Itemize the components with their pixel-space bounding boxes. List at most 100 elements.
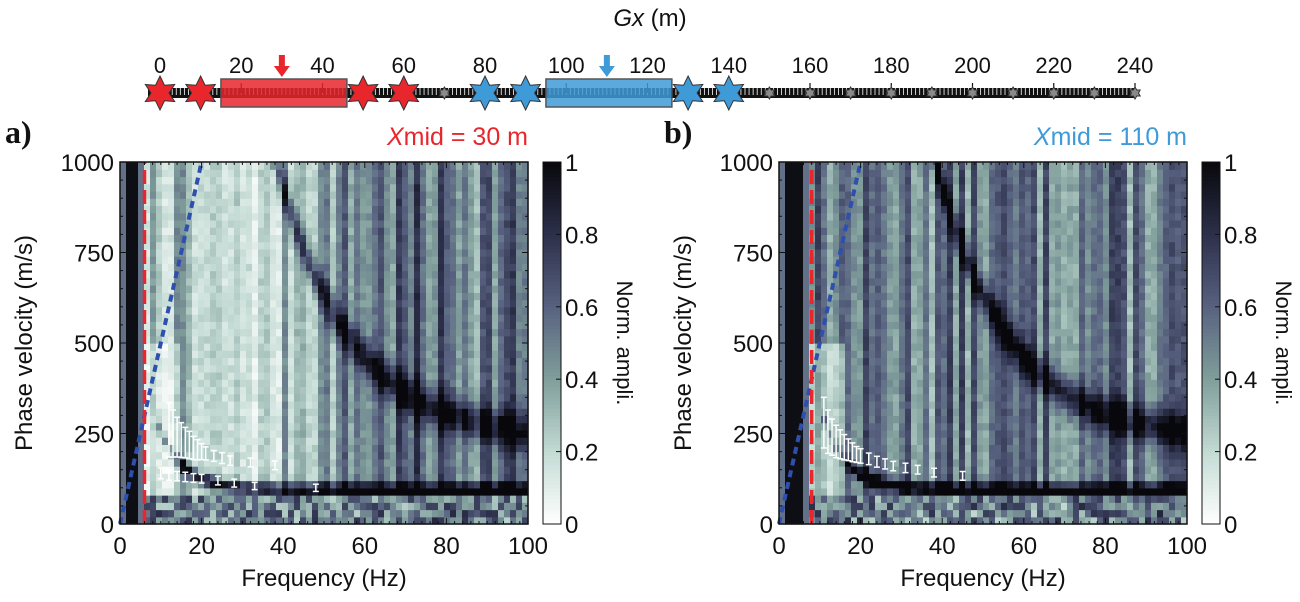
heatmap-cell	[462, 502, 469, 511]
heatmap-cell	[174, 205, 181, 214]
heatmap-cell	[504, 371, 511, 380]
heatmap-cell	[330, 429, 337, 438]
heatmap-cell	[821, 256, 828, 264]
heatmap-cell	[833, 263, 840, 272]
heatmap-cell	[156, 183, 163, 192]
heatmap-cell	[360, 198, 367, 207]
heatmap-cell	[150, 451, 157, 460]
heatmap-cell	[324, 212, 331, 221]
heatmap-cell	[797, 393, 804, 402]
heatmap-cell	[498, 422, 505, 431]
heatmap-cell	[821, 205, 828, 214]
heatmap-cell	[498, 162, 505, 170]
heatmap-cell	[803, 458, 810, 467]
heatmap-cell	[228, 219, 235, 228]
heatmap-cell	[839, 212, 846, 221]
heatmap-cell	[126, 429, 133, 438]
heatmap-cell	[444, 473, 451, 482]
heatmap-cell	[498, 495, 505, 503]
heatmap-cell	[510, 458, 517, 467]
heatmap-cell	[426, 437, 433, 445]
heatmap-cell	[492, 371, 499, 380]
heatmap-cell	[204, 212, 211, 221]
heatmap-cell	[288, 516, 295, 525]
heatmap-cell	[863, 241, 870, 250]
heatmap-cell	[462, 169, 469, 178]
heatmap-cell	[845, 299, 852, 308]
heatmap-cell	[408, 176, 415, 185]
heatmap-cell	[294, 198, 301, 207]
heatmap-cell	[444, 408, 451, 416]
heatmap-cell	[222, 386, 229, 395]
heatmap-cell	[791, 299, 798, 308]
heatmap-cell	[396, 256, 403, 264]
heatmap-cell	[300, 343, 307, 351]
heatmap-cell	[264, 487, 271, 496]
heatmap-cell	[360, 400, 367, 409]
heatmap	[120, 162, 529, 525]
heatmap-cell	[875, 227, 882, 235]
heatmap-cell	[420, 458, 427, 467]
heatmap-cell	[240, 270, 247, 279]
heatmap-cell	[827, 357, 834, 366]
heatmap-cell	[839, 270, 846, 279]
heatmap-cell	[803, 444, 810, 453]
heatmap-cell	[486, 299, 493, 308]
heatmap-cell	[492, 458, 499, 467]
heatmap-cell	[234, 263, 241, 272]
heatmap-cell	[827, 227, 834, 235]
heatmap-cell	[192, 234, 199, 243]
heatmap-cell	[312, 183, 319, 192]
heatmap-cell	[797, 270, 804, 279]
heatmap-cell	[288, 212, 295, 221]
heatmap-cell	[785, 393, 792, 402]
heatmap-cell	[234, 321, 241, 330]
heatmap-cell	[264, 400, 271, 409]
heatmap-cell	[863, 502, 870, 511]
heatmap-cell	[294, 190, 301, 199]
heatmap-cell	[144, 386, 151, 395]
heatmap-cell	[833, 335, 840, 344]
heatmap-cell	[516, 487, 523, 496]
heatmap-cell	[168, 270, 175, 279]
heatmap-cell	[306, 169, 313, 178]
heatmap-cell	[132, 314, 139, 322]
heatmap-cell	[228, 516, 235, 525]
heatmap-cell	[336, 285, 343, 293]
heatmap-cell	[462, 328, 469, 337]
heatmap-cell	[414, 429, 421, 438]
heatmap-cell	[875, 321, 882, 330]
heatmap-cell	[234, 350, 241, 359]
heatmap-cell	[348, 183, 355, 192]
heatmap-cell	[510, 256, 517, 264]
heatmap-cell	[150, 473, 157, 482]
heatmap-cell	[450, 437, 457, 445]
heatmap-cell	[276, 299, 283, 308]
heatmap-cell	[462, 205, 469, 214]
heatmap-cell	[234, 480, 241, 489]
heatmap-cell	[498, 444, 505, 453]
heatmap-cell	[851, 205, 858, 214]
heatmap-cell	[480, 516, 487, 525]
heatmap-cell	[857, 169, 864, 178]
heatmap-cell	[204, 256, 211, 264]
heatmap-cell	[797, 277, 804, 286]
heatmap-cell	[408, 285, 415, 293]
heatmap-cell	[881, 386, 888, 395]
heatmap-cell	[156, 495, 163, 503]
gray-source-icon	[844, 86, 857, 100]
heatmap-cell	[318, 429, 325, 438]
heatmap-cell	[168, 393, 175, 402]
heatmap-cell	[246, 241, 253, 250]
heatmap-cell	[414, 190, 421, 199]
heatmap-cell	[516, 393, 523, 402]
heatmap-cell	[204, 190, 211, 199]
heatmap-cell	[827, 350, 834, 359]
heatmap-cell	[204, 234, 211, 243]
heatmap-cell	[863, 350, 870, 359]
heatmap-cell	[498, 502, 505, 511]
heatmap-cell	[270, 400, 277, 409]
heatmap-cell	[174, 408, 181, 416]
heatmap-cell	[414, 241, 421, 250]
heatmap-cell	[845, 190, 852, 199]
